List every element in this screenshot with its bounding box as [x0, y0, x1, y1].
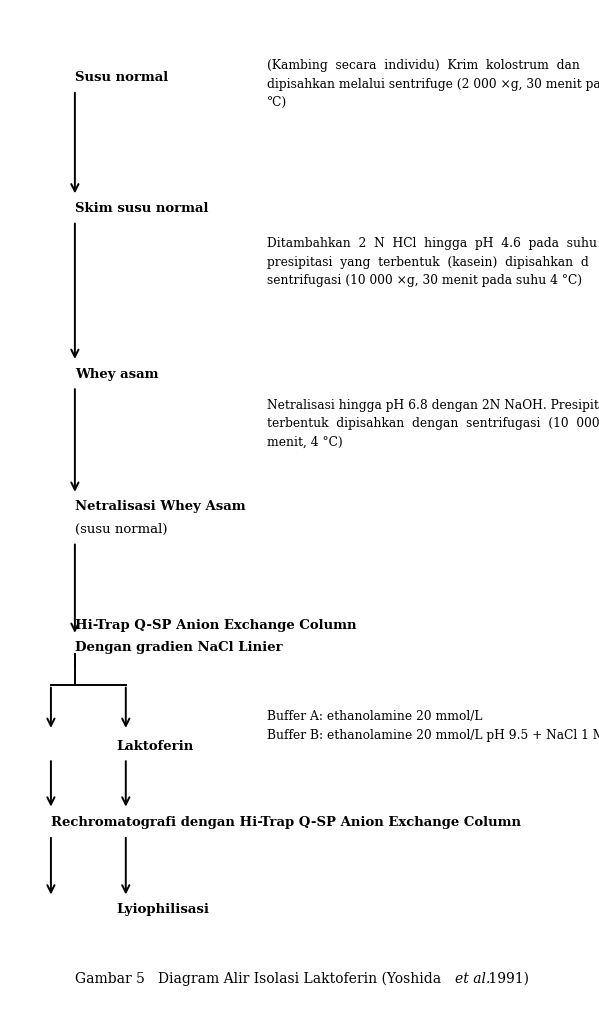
Text: Laktoferin: Laktoferin [117, 740, 194, 752]
Text: (Kambing  secara  individu)  Krim  kolostrum  dan
dipisahkan melalui sentrifuge : (Kambing secara individu) Krim kolostrum… [267, 59, 599, 109]
Text: 1991): 1991) [484, 972, 529, 986]
Text: Lyiophilisasi: Lyiophilisasi [117, 903, 210, 916]
Text: Hi-Trap Q-SP Anion Exchange Column: Hi-Trap Q-SP Anion Exchange Column [75, 619, 356, 632]
Text: Gambar 5   Diagram Alir Isolasi Laktoferin (Yoshida: Gambar 5 Diagram Alir Isolasi Laktoferin… [75, 972, 446, 986]
Text: Ditambahkan  2  N  HCl  hingga  pH  4.6  pada  suhu  r
presipitasi  yang  terben: Ditambahkan 2 N HCl hingga pH 4.6 pada s… [267, 237, 599, 287]
Text: (susu normal): (susu normal) [75, 523, 167, 536]
Text: Rechromatografi dengan Hi-Trap Q-SP Anion Exchange Column: Rechromatografi dengan Hi-Trap Q-SP Anio… [51, 817, 521, 829]
Text: et al.: et al. [455, 972, 491, 986]
Text: Dengan gradien NaCl Linier: Dengan gradien NaCl Linier [75, 642, 283, 654]
Text: Netralisasi hingga pH 6.8 dengan 2N NaOH. Presipitasi
terbentuk  dipisahkan  den: Netralisasi hingga pH 6.8 dengan 2N NaOH… [267, 399, 599, 449]
Text: Susu normal: Susu normal [75, 72, 168, 84]
Text: Buffer A: ethanolamine 20 mmol/L
Buffer B: ethanolamine 20 mmol/L pH 9.5 + NaCl : Buffer A: ethanolamine 20 mmol/L Buffer … [267, 710, 599, 742]
Text: Skim susu normal: Skim susu normal [75, 202, 208, 215]
Text: Netralisasi Whey Asam: Netralisasi Whey Asam [75, 501, 246, 513]
Text: Whey asam: Whey asam [75, 368, 158, 380]
